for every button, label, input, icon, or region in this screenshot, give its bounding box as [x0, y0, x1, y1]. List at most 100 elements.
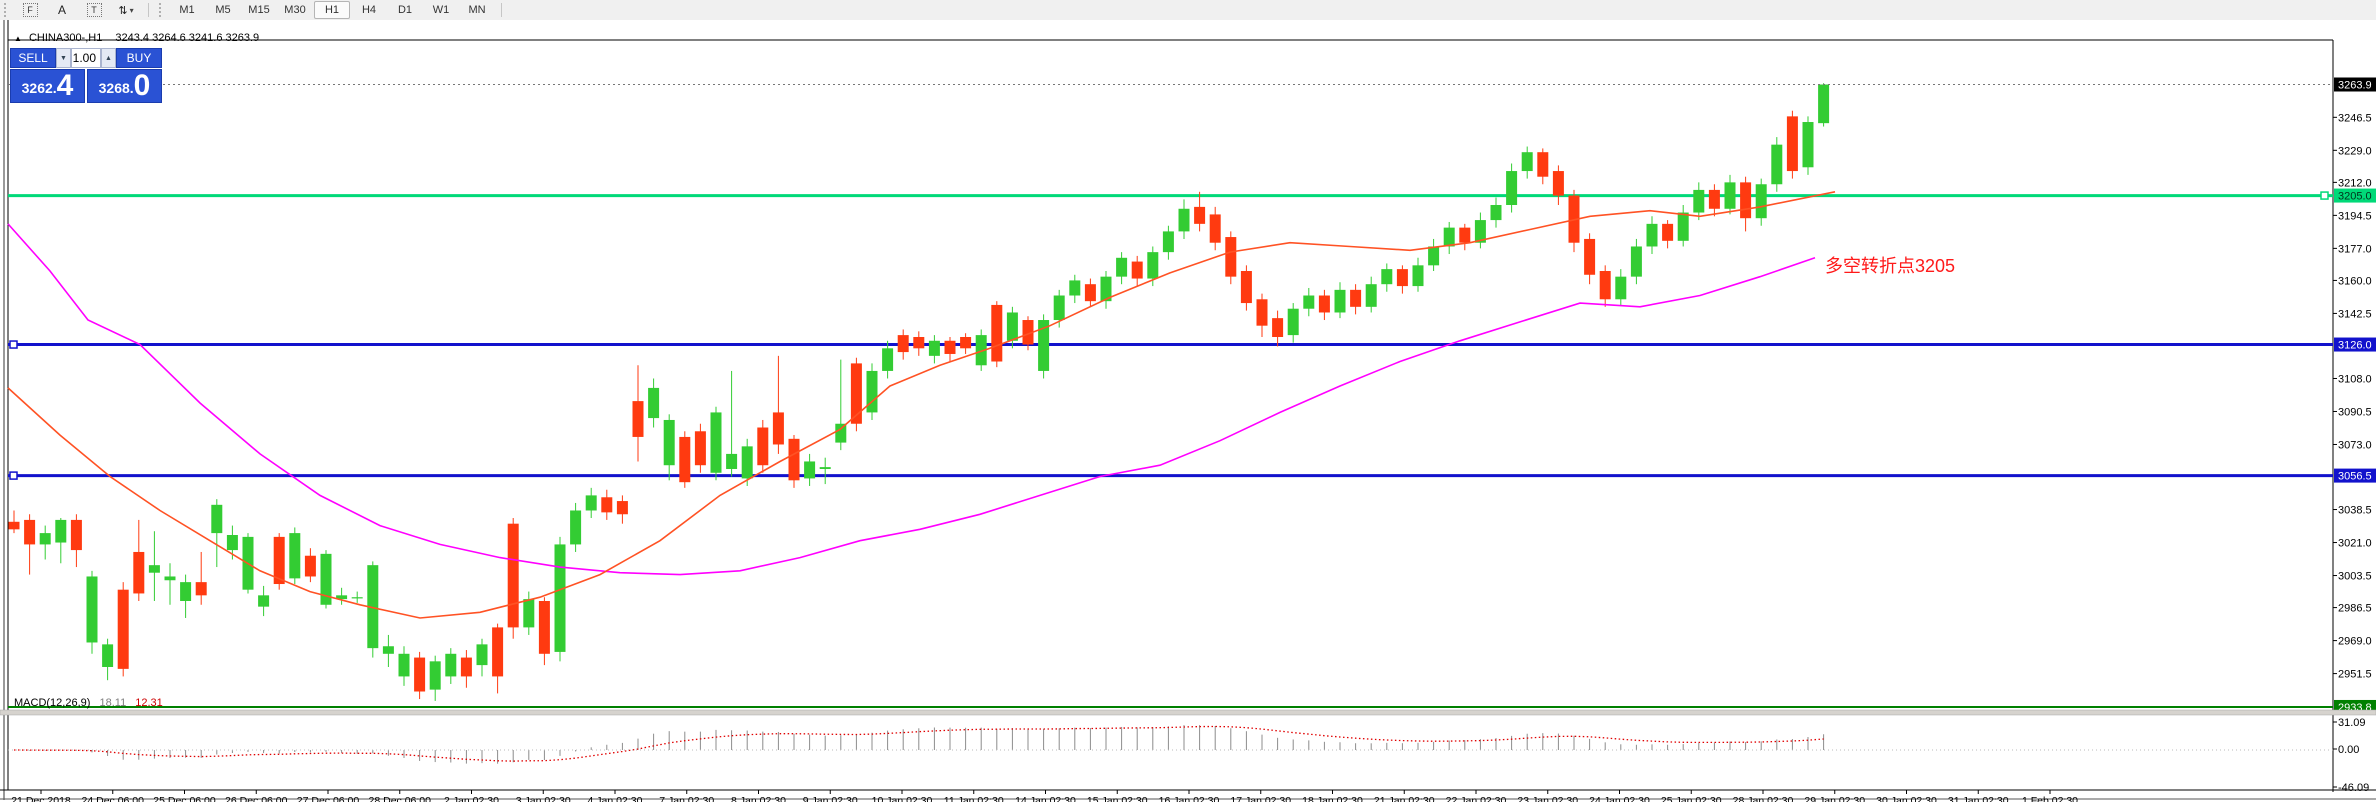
chart-window[interactable]: ▲ CHINA300-,H1 3243.4 3264.6 3241.6 3263…: [0, 20, 2376, 802]
candle-34: [538, 600, 550, 654]
candle-61: [960, 336, 972, 349]
price-tick-label: 2986.5: [2338, 603, 2372, 615]
candle-27: [429, 661, 441, 690]
candle-44: [694, 431, 706, 466]
candle-18: [289, 533, 301, 579]
time-label: 4 Jan 02:30: [588, 795, 643, 802]
chevron-down-icon: ▾: [129, 5, 134, 15]
candle-20: [320, 553, 332, 605]
candle-95: [1490, 204, 1502, 221]
time-label: 21 Dec 2018: [11, 795, 71, 802]
annotation-text[interactable]: 多空转折点3205: [1825, 256, 1955, 276]
candle-1: [24, 519, 36, 545]
volume-decrease-button[interactable]: ▼: [56, 48, 71, 68]
candle-105: [1646, 223, 1658, 247]
time-label: 26 Dec 06:00: [225, 795, 288, 802]
arrows-tool-button[interactable]: ⇅ ▾: [111, 1, 141, 19]
timeframe-H1[interactable]: H1: [314, 1, 350, 19]
candle-94: [1474, 220, 1486, 243]
candle-24: [382, 646, 394, 654]
candle-81: [1272, 318, 1284, 337]
candle-53: [835, 423, 847, 443]
candle-116: [1818, 84, 1830, 124]
candle-62: [975, 335, 987, 366]
buy-button[interactable]: BUY: [116, 48, 162, 68]
time-label: 3 Jan 02:30: [516, 795, 571, 802]
ask-price[interactable]: 3268. 0: [87, 69, 162, 103]
candle-108: [1693, 189, 1705, 213]
timeframe-M15[interactable]: M15: [248, 4, 270, 16]
timeframe-MN[interactable]: MN: [468, 4, 486, 16]
timeframe-M5[interactable]: M5: [215, 4, 231, 16]
timeframe-D1[interactable]: D1: [397, 4, 413, 16]
price-tick-label: 3003.5: [2338, 571, 2372, 583]
price-tick-label: 3090.5: [2338, 406, 2372, 418]
text-tool-button[interactable]: T: [79, 1, 109, 19]
toolbar-grip-2[interactable]: [159, 3, 169, 17]
candle-39: [616, 501, 628, 515]
candle-16: [258, 595, 270, 607]
text-label-button[interactable]: A: [47, 1, 77, 19]
templates-button[interactable]: F: [15, 1, 45, 19]
candle-64: [1006, 312, 1018, 341]
timeframe-W1[interactable]: W1: [432, 4, 450, 16]
candle-89: [1396, 269, 1408, 287]
pane-divider[interactable]: [0, 709, 2376, 716]
level-axis-label-bg: [2334, 188, 2376, 203]
candle-6: [102, 644, 114, 667]
volume-input[interactable]: 1.00: [71, 48, 101, 68]
candle-9: [148, 565, 160, 573]
price-chart[interactable]: 3246.5 3229.0 3212.0 3194.5 3177.0 3160.0 3142…: [0, 20, 2376, 802]
toolbar-grip[interactable]: [4, 3, 14, 17]
plot-background[interactable]: [8, 40, 2333, 790]
candle-42: [663, 419, 675, 466]
time-label: 18 Jan 02:30: [1302, 795, 1363, 802]
macd-axis-label: 31.09: [2338, 717, 2366, 729]
time-label: 28 Jan 02:30: [1733, 795, 1794, 802]
time-label: 11 Jan 02:30: [944, 795, 1004, 802]
candle-25: [398, 653, 410, 677]
timeframe-M30[interactable]: M30: [284, 4, 306, 16]
candle-101: [1584, 238, 1596, 275]
candle-90: [1412, 265, 1424, 287]
candle-47: [741, 446, 753, 479]
candle-41: [648, 387, 660, 419]
candle-2: [39, 533, 51, 545]
hline-anchor[interactable]: [2320, 191, 2329, 200]
collapse-panel-icon[interactable]: ▲: [14, 34, 22, 43]
candle-50: [788, 438, 800, 481]
candle-55: [866, 370, 878, 413]
level-axis-label: 3126.0: [2338, 340, 2372, 352]
hline-anchor[interactable]: [9, 340, 18, 349]
hline-anchor[interactable]: [9, 471, 18, 480]
level-axis-label: 3205.0: [2338, 191, 2372, 203]
candle-43: [679, 436, 691, 483]
candle-79: [1240, 270, 1252, 304]
timeframe-M1[interactable]: M1: [179, 4, 195, 16]
candle-38: [601, 497, 613, 513]
candle-69: [1084, 284, 1096, 302]
time-label: 21 Jan 02:30: [1374, 795, 1435, 802]
time-label: 24 Dec 06:00: [82, 795, 145, 802]
candle-7: [117, 589, 129, 669]
macd-indicator-label: MACD(12,26,9) 18.11 12.31: [14, 697, 163, 709]
candle-36: [570, 510, 582, 545]
candle-98: [1537, 152, 1549, 177]
candle-114: [1786, 116, 1798, 172]
candle-107: [1677, 212, 1689, 241]
candle-19: [304, 555, 316, 577]
volume-increase-button[interactable]: ▲: [101, 48, 116, 68]
timeframe-H4[interactable]: H4: [361, 4, 377, 16]
macd-signal-value: 12.31: [135, 697, 163, 709]
candle-110: [1724, 182, 1736, 209]
bid-price[interactable]: 3262. 4: [10, 69, 85, 103]
candle-11: [180, 582, 192, 601]
candle-80: [1256, 299, 1268, 326]
ohlc-values: 3243.4 3264.6 3241.6 3263.9: [115, 32, 260, 44]
price-tick-label: 3108.0: [2338, 373, 2372, 385]
ma-fast-line: [7, 191, 1836, 619]
candle-58: [913, 336, 925, 349]
candle-77: [1209, 214, 1221, 243]
toolbar-separator: [148, 3, 149, 17]
sell-button[interactable]: SELL: [10, 48, 56, 68]
